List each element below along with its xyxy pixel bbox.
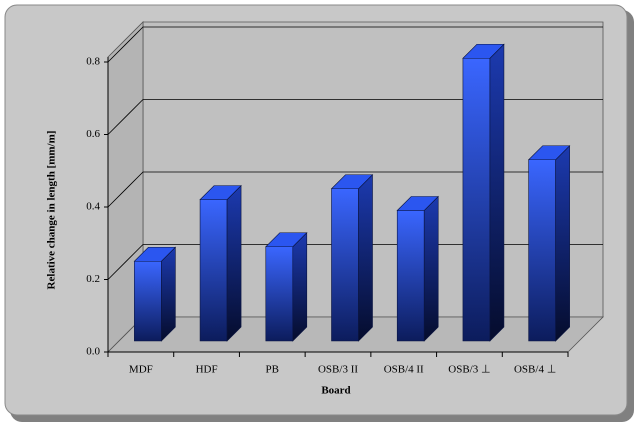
bar-top [527,145,571,161]
y-tick-label: 0.0 [86,346,100,358]
grid-line [107,99,603,135]
y-axis-title: Relative change in length [mm/m] [46,131,58,290]
grid-line [107,244,603,280]
bar-side [292,232,308,342]
bar [396,195,439,342]
grid-line [107,171,603,208]
bar-front [199,199,228,342]
bar-side [226,184,242,342]
bar-front [265,246,294,342]
y-tick-label: 0.6 [86,128,100,140]
bar-top [199,185,242,200]
x-tick-label: OSB/3 II [318,364,358,376]
bar-side [423,195,439,342]
bar [330,174,374,342]
bar-side [555,145,570,342]
bar-side [161,246,176,342]
x-tick-label: MDF [129,364,153,376]
bar [462,43,505,342]
bar-side [489,43,505,342]
bar-top [462,43,505,59]
bar-top [265,232,308,248]
grid-line [107,26,603,63]
bar [265,232,308,342]
bar-top [133,246,177,262]
bar-top [330,174,374,190]
x-tick-label: OSB/4 II [384,364,424,376]
x-tick-label: PB [266,364,279,376]
bar [199,184,242,342]
bar-front [396,210,425,342]
y-tick-label: 0.4 [86,201,100,213]
y-tick-label: 0.2 [86,273,100,285]
bar-front [462,57,491,342]
bar-front [528,159,556,342]
bar-side [358,174,373,342]
bar-front [331,188,359,342]
bar [527,145,571,342]
x-tick-label: OSB/3 ⊥ [448,364,490,376]
bar-front [134,260,162,342]
y-tick-label: 0.8 [86,56,100,68]
x-tick-label: HDF [196,364,218,376]
x-axis-title: Board [321,385,350,397]
x-tick-label: OSB/4 ⊥ [514,364,556,376]
bar-top [396,196,439,211]
bar [133,246,177,342]
